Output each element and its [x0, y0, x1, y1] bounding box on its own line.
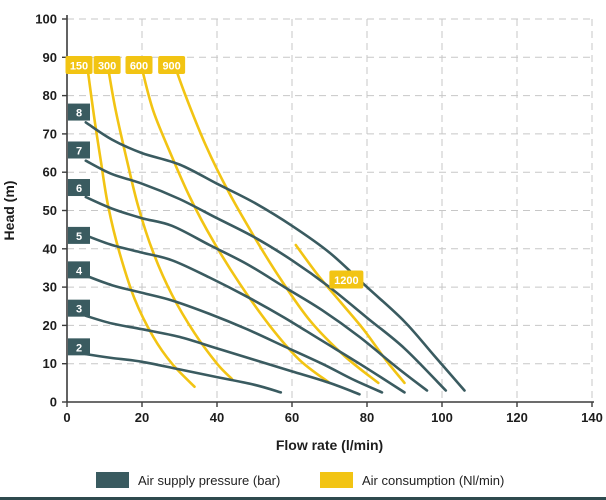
pressure-curve-5 [84, 234, 406, 394]
y-tick-label: 50 [43, 203, 57, 218]
x-tick-label: 60 [285, 410, 299, 425]
legend-item-pressure: Air supply pressure (bar) [96, 470, 280, 490]
consumption-label-text-150: 150 [70, 60, 88, 72]
pressure-label-text-3: 3 [76, 304, 82, 316]
pressure-curve-7 [84, 159, 448, 392]
y-tick-label: 30 [43, 280, 57, 295]
consumption-label-box-150 [65, 55, 93, 74]
pressure-label-box-6 [68, 179, 90, 197]
pressure-curve-3 [84, 314, 361, 396]
pressure-label-box-8 [68, 103, 90, 121]
pressure-label-box-7 [68, 141, 90, 159]
consumption-label-box-300 [93, 55, 121, 74]
y-tick-label: 90 [43, 50, 57, 65]
y-tick-label: 0 [50, 395, 57, 410]
consumption-label-text-300: 300 [98, 60, 116, 72]
x-tick-label: 100 [431, 410, 453, 425]
pressure-label-box-5 [68, 226, 90, 244]
pressure-curve-2 [84, 352, 283, 394]
consumption-label-text-900: 900 [162, 60, 180, 72]
consumption-curve-600 [140, 67, 331, 385]
x-axis-title: Flow rate (l/min) [276, 437, 383, 453]
pressure-label-text-5: 5 [76, 231, 82, 243]
consumption-label-text-1200: 1200 [334, 275, 358, 287]
y-tick-label: 60 [43, 165, 57, 180]
consumption-curve-300 [107, 67, 234, 381]
pressure-label-text-4: 4 [76, 265, 83, 277]
pressure-label-text-8: 8 [76, 108, 82, 120]
y-axis-title: Head (m) [1, 181, 17, 241]
consumption-legend-label: Air consumption (Nl/min) [362, 472, 505, 488]
y-tick-label: 20 [43, 318, 57, 333]
pressure-legend-swatch [96, 472, 129, 488]
x-tick-label: 140 [581, 410, 603, 425]
consumption-label-box-600 [125, 55, 153, 74]
x-tick-label: 0 [63, 410, 70, 425]
consumption-label-text-600: 600 [130, 60, 148, 72]
y-tick-label: 70 [43, 126, 57, 141]
chart-canvas: 0 20 40 60 80 100 120 140 0 10 20 30 40 50 60 70 80 90 100… [1, 12, 603, 454]
consumption-curve-1200 [294, 243, 406, 385]
pressure-legend-label: Air supply pressure (bar) [138, 472, 281, 488]
consumption-label-box-900 [158, 55, 186, 74]
pressure-label-box-2 [68, 338, 90, 356]
pressure-label-text-6: 6 [76, 183, 82, 195]
consumption-legend-swatch [320, 472, 353, 488]
legend-item-consumption: Air consumption (Nl/min) [320, 470, 504, 490]
x-tick-label: 40 [210, 410, 224, 425]
y-tick-label: 40 [43, 241, 57, 256]
pressure-label-box-3 [68, 299, 90, 317]
consumption-curve-150 [86, 67, 196, 388]
y-tick-label: 80 [43, 88, 57, 103]
consumption-label-box-1200 [329, 270, 364, 289]
pressure-label-text-7: 7 [76, 145, 82, 157]
y-tick-label: 10 [43, 356, 57, 371]
x-tick-label: 80 [360, 410, 374, 425]
page-bottom-border [0, 497, 606, 500]
y-tick-label: 100 [35, 12, 57, 27]
pressure-label-text-2: 2 [76, 342, 82, 354]
chart-legend: Air supply pressure (bar) Air consumptio… [0, 470, 606, 494]
pressure-curve-4 [84, 274, 384, 394]
x-tick-label: 120 [506, 410, 528, 425]
x-tick-label: 20 [135, 410, 149, 425]
pressure-curve-8 [84, 121, 466, 392]
pressure-label-box-4 [68, 261, 90, 279]
pressure-curve-6 [84, 195, 429, 392]
